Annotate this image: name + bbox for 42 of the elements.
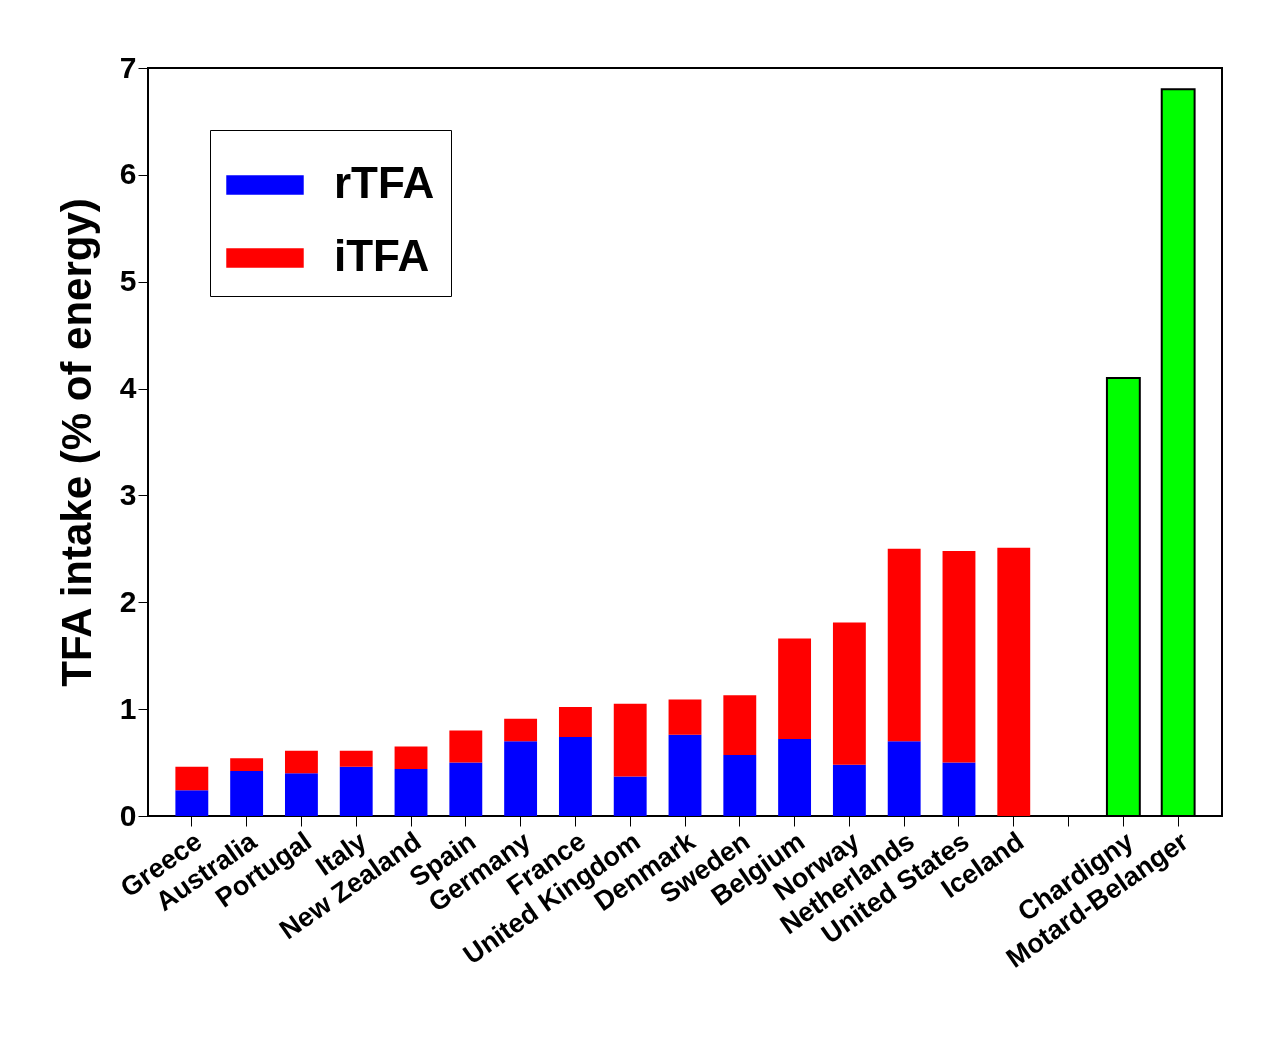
bar [339,766,373,816]
y-tick-label: 3 [119,477,137,511]
bar [942,550,976,763]
bar [284,750,318,774]
bar [339,750,373,767]
bar [558,736,592,816]
y-tick-label: 6 [119,157,137,191]
bar [997,547,1031,816]
bar [887,548,921,742]
bar [832,622,866,765]
bar [230,758,264,772]
bar [175,766,209,791]
bar [558,707,592,737]
bar [504,718,538,742]
y-tick-label: 7 [119,50,137,84]
bar [778,739,812,816]
bar [230,771,264,816]
bar [832,764,866,816]
bar [613,776,647,816]
bar [778,638,812,740]
y-tick-label: 0 [119,798,137,832]
y-tick-label: 2 [119,584,137,618]
y-tick-label: 4 [119,371,137,405]
bar [668,734,702,816]
bar [887,741,921,816]
legend-label: iTFA [334,231,430,280]
y-tick-label: 5 [119,264,137,298]
legend-label: rTFA [334,158,435,207]
y-tick-label: 1 [119,691,137,725]
bar [284,773,318,816]
y-axis-title: TFA intake (% of energy) [52,198,100,687]
bar [449,730,483,763]
bar [449,762,483,816]
bar [613,703,647,777]
bar [394,768,428,816]
bar [723,755,757,816]
bar [394,746,428,769]
bar [942,762,976,816]
bar [175,790,209,816]
bar [723,695,757,756]
bar [668,699,702,735]
bar [504,741,538,816]
